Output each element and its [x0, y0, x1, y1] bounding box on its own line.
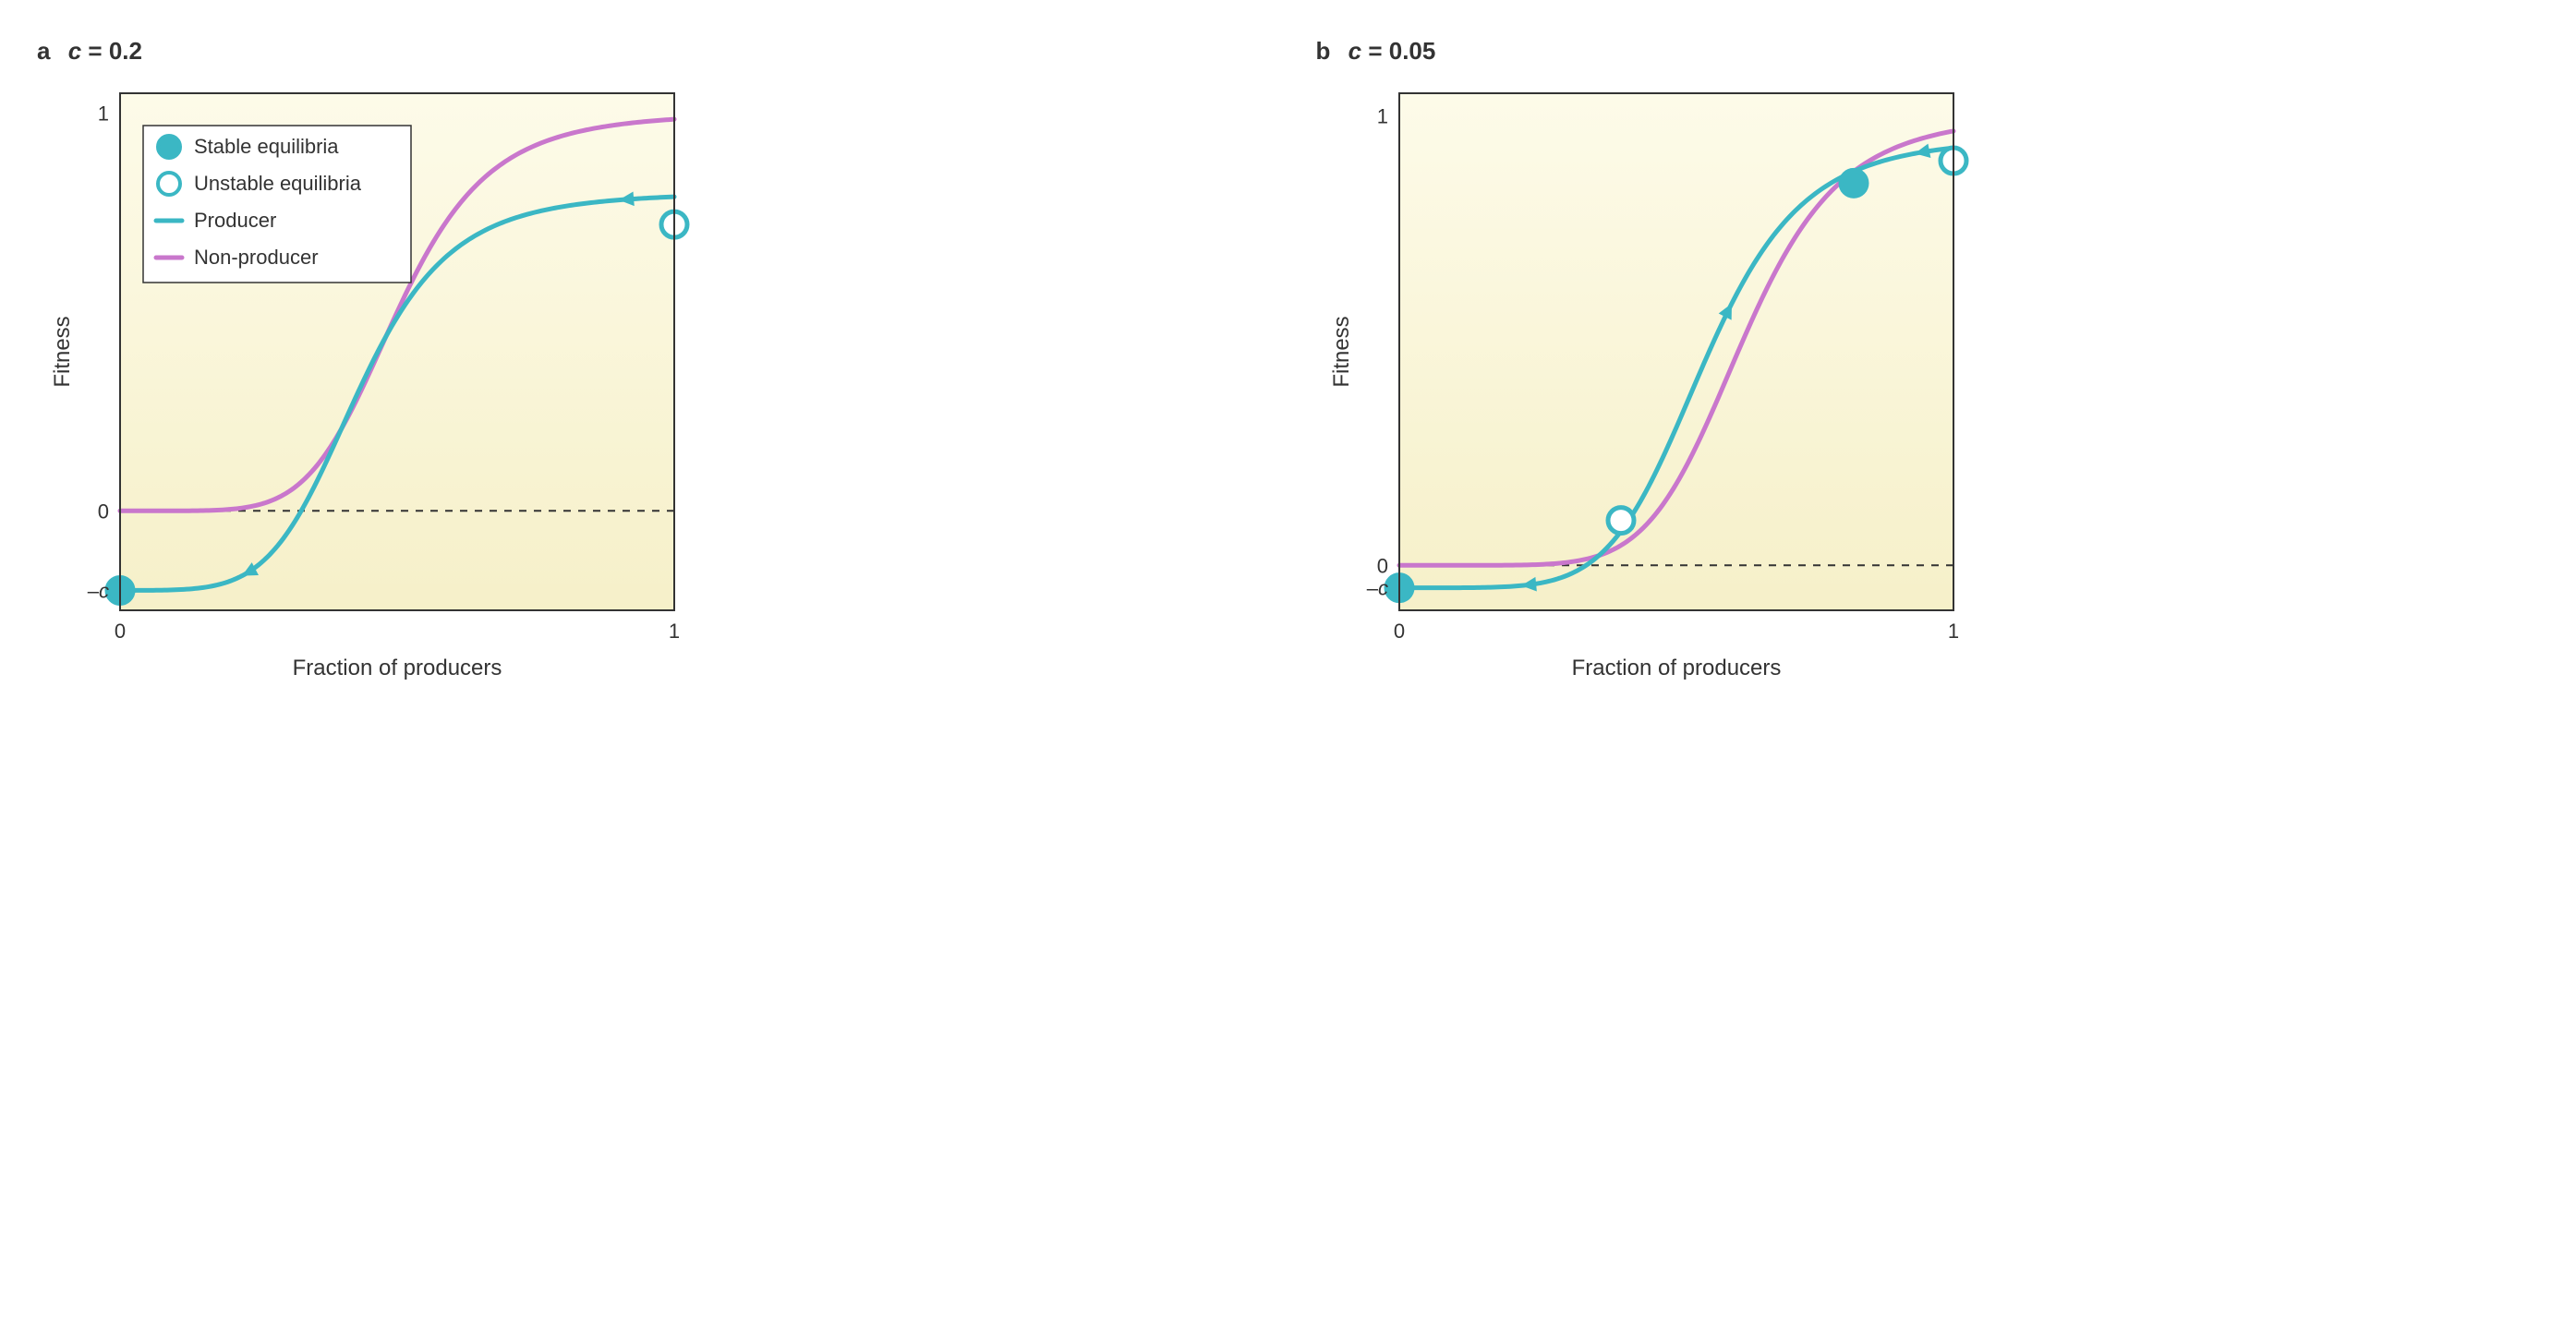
- ytick-1: 1: [1376, 104, 1387, 127]
- panel-a-param-label: c: [68, 37, 81, 65]
- panel-b-plot: 10–c01Fraction of producersFitness: [1316, 75, 2540, 693]
- panel-b-param-value: = 0.05: [1368, 37, 1435, 65]
- panel-b-param-label: c: [1348, 37, 1361, 65]
- y-axis-label: Fitness: [1329, 316, 1354, 387]
- ytick-minus-c: –c: [88, 579, 109, 602]
- xtick-1: 1: [669, 620, 680, 643]
- panel-a: a c = 0.2 1 0 –c 0 1 Fraction of producers Fit…: [37, 37, 1261, 693]
- plot-background: [1399, 93, 1953, 610]
- legend-marker-unstable: [158, 173, 180, 195]
- ytick-0: 0: [1376, 554, 1387, 577]
- legend-marker-stable: [158, 136, 180, 158]
- y-axis-label: Fitness: [50, 316, 75, 387]
- panel-a-param-value: = 0.2: [88, 37, 142, 65]
- xtick-0: 0: [1393, 620, 1404, 643]
- unstable-equilibrium-marker: [1608, 508, 1634, 534]
- panel-b: b c = 0.05 10–c01Fraction of producersFi…: [1316, 37, 2540, 693]
- panel-b-title: b c = 0.05: [1316, 37, 2540, 66]
- stable-equilibrium-marker: [1841, 170, 1867, 196]
- figure-row: a c = 0.2 10–c01Fraction of producersFit…: [37, 37, 2539, 693]
- panel-a-title: a c = 0.2: [37, 37, 1261, 66]
- legend-label-1: Unstable equilibria: [194, 172, 362, 195]
- legend-label-2: Producer: [194, 209, 276, 232]
- x-axis-label: Fraction of producers: [293, 656, 502, 680]
- panel-b-letter: b: [1316, 37, 1331, 65]
- legend-label-0: Stable equilibria: [194, 135, 339, 158]
- panel-a-plot: 1 0 –c 0 1 Fraction of producers Fitness Stable…: [37, 75, 1261, 693]
- legend-label-3: Non-producer: [194, 246, 319, 269]
- ytick-minus-c: –c: [1366, 577, 1387, 600]
- xtick-1: 1: [1947, 620, 1958, 643]
- ytick-0: 0: [98, 499, 109, 523]
- xtick-0: 0: [115, 620, 126, 643]
- ytick-1: 1: [98, 102, 109, 126]
- x-axis-label: Fraction of producers: [1571, 656, 1781, 680]
- panel-a-letter: a: [37, 37, 50, 65]
